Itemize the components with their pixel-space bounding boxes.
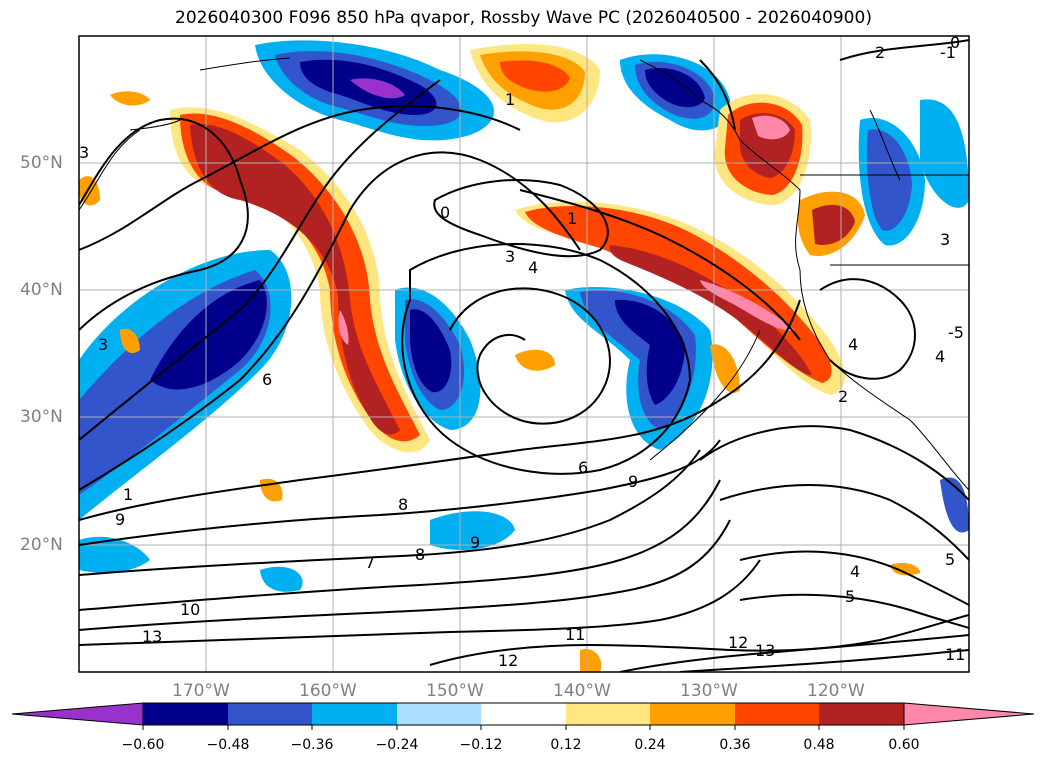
- colorbar-bin: [819, 703, 904, 725]
- contour-label: 9: [115, 510, 125, 529]
- contour-lines: [79, 39, 969, 672]
- contour-label: 3: [98, 335, 108, 354]
- colorbar-tick-label: 0.12: [550, 737, 582, 753]
- contour-lines-thin: [79, 129, 761, 461]
- contour-label: 12: [728, 633, 748, 652]
- colorbar-bin: [312, 703, 397, 725]
- latitude-label: 40°N: [20, 280, 63, 300]
- longitude-label: 160°W: [299, 681, 357, 701]
- contour-label: 7: [365, 553, 375, 572]
- longitude-label: 170°W: [172, 681, 230, 701]
- contour-label: 1: [567, 209, 577, 228]
- contour-label: 0: [440, 203, 450, 222]
- contour-label: -1: [940, 43, 956, 62]
- longitude-label: 130°W: [680, 681, 738, 701]
- contour-label: 0: [950, 33, 960, 52]
- colorbar-bin: [481, 703, 566, 725]
- colorbar-frame: [142, 702, 905, 726]
- contour-label: 4: [528, 258, 538, 277]
- latitude-label: 20°N: [20, 535, 63, 555]
- colorbar-tick-label: −0.12: [459, 737, 503, 753]
- contour-label: 2: [838, 387, 848, 406]
- contour-label: 1: [123, 485, 133, 504]
- contour-label: 1: [505, 90, 515, 109]
- contour-label: 12: [498, 651, 518, 670]
- colorbar-tick-label: 0.60: [888, 737, 920, 753]
- colorbar: [11, 702, 1035, 730]
- contour-label: 5: [945, 550, 955, 569]
- contour-label: 8: [398, 495, 408, 514]
- colorbar-tick-label: −0.36: [290, 737, 334, 753]
- map-field: 2 -1 0 1 0 3 4 3 3 6 6 9 1 9 8 8 7 9 10 …: [79, 33, 969, 672]
- colorbar-bin: [228, 703, 312, 725]
- colorbar-bin: [650, 703, 735, 725]
- map-frame: [78, 35, 970, 673]
- colorbar-tick-label: −0.24: [375, 737, 419, 753]
- colorbar-bin: [566, 703, 650, 725]
- contour-label: 4: [850, 562, 860, 581]
- contour-label: -5: [948, 323, 964, 342]
- colorbar-bin: [143, 703, 228, 725]
- longitude-label: 150°W: [426, 681, 484, 701]
- contour-label: 13: [142, 627, 162, 646]
- contour-label: 3: [940, 230, 950, 249]
- positive-anomaly-regions: [79, 44, 920, 672]
- longitude-label: 140°W: [553, 681, 611, 701]
- contour-label: 6: [262, 370, 272, 389]
- colorbar-tick-label: 0.36: [719, 737, 751, 753]
- contour-label: 3: [79, 143, 89, 162]
- contour-label-group: 2 -1 0 1 0 3 4 3 3 6 6 9 1 9 8 8 7 9 10 …: [79, 33, 965, 670]
- colorbar-tick-label: −0.60: [121, 737, 165, 753]
- contour-label: 10: [180, 600, 200, 619]
- colorbar-tick-label: 0.24: [634, 737, 666, 753]
- contour-label: 9: [628, 472, 638, 491]
- contour-label: 2: [875, 43, 885, 62]
- figure-title: 2026040300 F096 850 hPa qvapor, Rossby W…: [175, 8, 872, 28]
- contour-label: 11: [565, 625, 585, 644]
- contour-label: 4: [935, 347, 945, 366]
- latitude-label: 30°N: [20, 407, 63, 427]
- colorbar-min-extension: [11, 702, 144, 726]
- longitude-label: 120°W: [807, 681, 865, 701]
- latitude-label: 50°N: [20, 153, 63, 173]
- colorbar-tick-label: 0.48: [803, 737, 835, 753]
- contour-label: 5: [845, 587, 855, 606]
- contour-label: 8: [415, 545, 425, 564]
- colorbar-bin: [735, 703, 819, 725]
- colorbar-bin: [397, 703, 481, 725]
- coastlines: [129, 57, 969, 491]
- colorbar-tick-label: −0.48: [206, 737, 250, 753]
- contour-label: 9: [470, 533, 480, 552]
- contour-label: 13: [755, 641, 775, 660]
- contour-label: 3: [505, 247, 515, 266]
- contour-label: 4: [848, 335, 858, 354]
- colorbar-max-extension: [903, 702, 1035, 726]
- contour-label: 6: [578, 458, 588, 477]
- contour-label: 11: [945, 645, 965, 664]
